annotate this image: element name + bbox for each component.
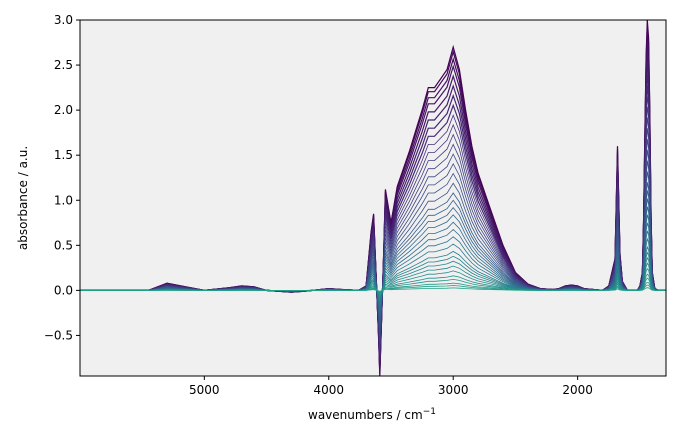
plot-background bbox=[80, 20, 666, 376]
x-tick-label: 5000 bbox=[189, 383, 220, 397]
x-tick-label: 2000 bbox=[562, 383, 593, 397]
x-tick-label: 3000 bbox=[438, 383, 469, 397]
x-tick-label: 4000 bbox=[313, 383, 344, 397]
y-tick-label: −0.5 bbox=[44, 328, 73, 342]
y-axis-label: absorbance / a.u. bbox=[16, 146, 30, 250]
y-tick-label: 0.0 bbox=[54, 283, 73, 297]
x-axis-label-text: wavenumbers / cm bbox=[308, 408, 423, 422]
x-axis-label-exponent: −1 bbox=[423, 407, 436, 417]
y-tick-label: 1.5 bbox=[54, 148, 73, 162]
y-tick-label: 2.0 bbox=[54, 103, 73, 117]
plot-frame bbox=[79, 19, 667, 377]
y-tick-label: 1.0 bbox=[54, 193, 73, 207]
x-axis-label: wavenumbers / cm−1 bbox=[308, 407, 436, 422]
y-tick-label: 2.5 bbox=[54, 58, 73, 72]
series-group bbox=[80, 19, 666, 377]
y-tick-label: 3.0 bbox=[54, 13, 73, 27]
y-tick-label: 0.5 bbox=[54, 238, 73, 252]
y-axis: −0.5 0.0 0.5 1.0 1.5 2.0 2.5 3.0 bbox=[44, 13, 80, 342]
x-axis: 5000 4000 3000 2000 bbox=[189, 376, 593, 397]
series-line bbox=[80, 287, 666, 292]
